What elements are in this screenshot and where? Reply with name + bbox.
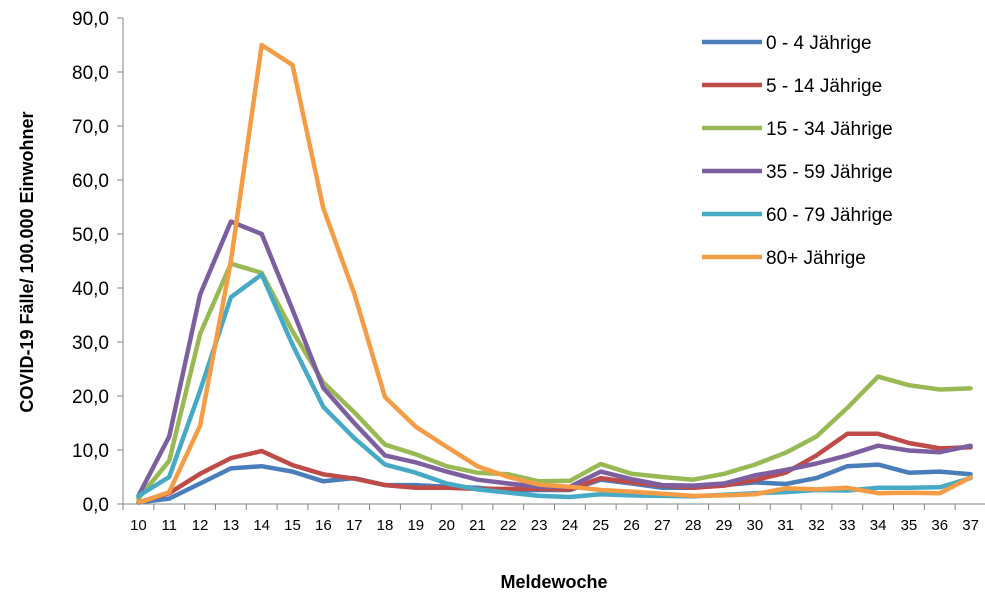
series-line-1	[136, 431, 973, 505]
legend-label-0: 0 - 4 Jährige	[766, 33, 872, 54]
x-tick-label: 16	[315, 517, 332, 534]
series-line-2	[136, 261, 973, 501]
series-lines	[136, 42, 973, 506]
series-line-5	[136, 42, 973, 506]
x-tick-label: 36	[931, 517, 948, 534]
x-tick-label: 23	[531, 517, 548, 534]
x-tick-label: 35	[901, 517, 918, 534]
legend-label-5: 80+ Jährige	[766, 248, 866, 269]
y-tick-label: 70,0	[72, 117, 109, 138]
legend: 0 - 4 Jährige 5 - 14 Jährige 15 - 34 Jähri…	[702, 33, 893, 269]
y-tick-label: 20,0	[72, 387, 109, 408]
x-tick-label: 14	[253, 517, 270, 534]
y-axis-title: COVID-19 Fälle/ 100.000 Einwohner	[17, 111, 37, 412]
y-tick-label: 0,0	[83, 495, 109, 516]
x-tick-label: 24	[562, 517, 579, 534]
x-tick-label: 32	[808, 517, 825, 534]
x-tick-label: 25	[592, 517, 609, 534]
y-tick-label: 40,0	[72, 279, 109, 300]
legend-label-3: 35 - 59 Jährige	[766, 162, 893, 183]
x-tick-label: 15	[284, 517, 301, 534]
x-tick-label: 37	[962, 517, 979, 534]
x-tick-label: 12	[192, 517, 209, 534]
legend-label-4: 60 - 79 Jährige	[766, 205, 893, 226]
y-tick-label: 30,0	[72, 333, 109, 354]
x-tick-label: 17	[346, 517, 363, 534]
y-tick-label: 90,0	[72, 9, 109, 30]
legend-label-2: 15 - 34 Jährige	[766, 119, 893, 140]
x-axis-title: Meldewoche	[500, 572, 607, 592]
series-line-4	[136, 272, 973, 500]
x-tick-label: 21	[469, 517, 486, 534]
x-tick-label: 10	[130, 517, 147, 534]
y-tick-label: 10,0	[72, 441, 109, 462]
y-axis-ticks: 0,0 10,0 20,0 30,0 40,0 50,0 60,0 70,0 80,0 90,0	[72, 9, 123, 516]
legend-label-1: 5 - 14 Jährige	[766, 76, 882, 97]
x-tick-label: 30	[746, 517, 763, 534]
x-tick-label: 34	[870, 517, 887, 534]
x-tick-label: 28	[685, 517, 702, 534]
x-tick-label: 11	[161, 517, 177, 534]
x-tick-label: 19	[407, 517, 424, 534]
x-tick-label: 18	[377, 517, 394, 534]
y-tick-label: 50,0	[72, 225, 109, 246]
x-tick-label: 13	[223, 517, 240, 534]
x-tick-label: 26	[623, 517, 640, 534]
x-axis-ticks: 10 11 12 13 14 15 16 17 18 19 20 21 22 23 24 25 26 27 28 29…	[122, 504, 979, 534]
x-tick-label: 20	[438, 517, 455, 534]
y-tick-label: 60,0	[72, 171, 109, 192]
y-tick-label: 80,0	[72, 63, 109, 84]
x-tick-label: 22	[500, 517, 517, 534]
x-tick-label: 33	[839, 517, 856, 534]
x-tick-label: 29	[716, 517, 733, 534]
x-tick-label: 27	[654, 517, 671, 534]
x-tick-label: 31	[777, 517, 794, 534]
